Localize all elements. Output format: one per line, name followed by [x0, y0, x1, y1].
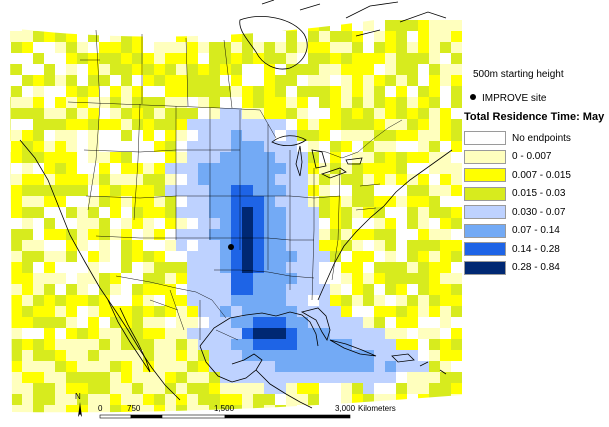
- scale-bar: 0 750 1,500 3,000 Kilometers: [98, 404, 396, 419]
- legend-label: 0.015 - 0.03: [512, 188, 566, 200]
- legend-item: 0.07 - 0.14: [464, 222, 571, 241]
- state-lines: [83, 103, 381, 301]
- legend-label: 0 - 0.007: [512, 151, 552, 163]
- legend-swatch: [464, 242, 506, 257]
- lake-huron: [311, 149, 327, 169]
- legend-label: 0.07 - 0.14: [512, 225, 560, 237]
- political-boundaries: [67, 29, 403, 341]
- map-canvas: N 0 750 1,500 3,000 Kilometers: [10, 0, 462, 419]
- legend-swatch: [464, 260, 506, 275]
- svg-text:N: N: [75, 392, 81, 401]
- lake-erie: [320, 167, 347, 179]
- us-canada-border: [67, 101, 403, 159]
- starting-height-note: 500m starting height: [473, 69, 564, 80]
- legend-label: No endpoints: [512, 132, 571, 144]
- legend-item: 0 - 0.007: [464, 148, 571, 167]
- legend-item: 0.28 - 0.84: [464, 259, 571, 278]
- hudson-bay: [239, 16, 308, 70]
- lake-michigan: [295, 145, 303, 177]
- residence-time-raster: [10, 20, 462, 413]
- lake-ontario: [345, 157, 363, 165]
- land-outlines: [19, 0, 453, 409]
- legend-swatch: [464, 186, 506, 201]
- site-dot-icon: [470, 94, 476, 100]
- legend-swatch: [464, 223, 506, 238]
- legend-item: 0.030 - 0.07: [464, 203, 571, 222]
- legend-label: 0.030 - 0.07: [512, 206, 566, 218]
- improve-site-marker: [228, 244, 234, 250]
- legend-swatch: [464, 149, 506, 164]
- mexico-state-lines: [149, 289, 239, 341]
- scale-tick-750: 750: [127, 404, 141, 413]
- baja-peninsula: [107, 299, 151, 373]
- us-mexico-border: [115, 275, 227, 319]
- florida: [300, 307, 331, 341]
- atlantic-coast: [317, 149, 453, 301]
- legend-swatch: [464, 205, 506, 220]
- legend-title: Total Residence Time: May: [464, 111, 605, 123]
- scale-tick-1500: 1,500: [214, 404, 235, 413]
- residence-time-map: N 0 750 1,500 3,000 Kilometers: [10, 0, 462, 419]
- legend-label: 0.007 - 0.015: [512, 169, 571, 181]
- scale-unit: Kilometers: [358, 404, 396, 413]
- legend-classes: No endpoints 0 - 0.007 0.007 - 0.015 0.0…: [464, 129, 571, 277]
- legend-label: 0.14 - 0.28: [512, 243, 560, 255]
- arctic-islands: [261, 0, 447, 37]
- legend-swatch: [464, 168, 506, 183]
- legend-item: 0.015 - 0.03: [464, 185, 571, 204]
- scale-tick-3000: 3,000: [335, 404, 356, 413]
- legend-site-row: IMPROVE site: [470, 93, 546, 104]
- legend-swatch: [464, 131, 506, 146]
- central-america: [255, 369, 313, 409]
- legend-site-label: IMPROVE site: [482, 93, 547, 104]
- caribbean-islands: [419, 361, 447, 375]
- cuba: [329, 339, 377, 357]
- gulf-coast: [199, 311, 319, 347]
- north-arrow: N: [75, 392, 82, 417]
- lake-superior: [271, 135, 307, 146]
- west-coast: [19, 139, 181, 401]
- hispaniola: [391, 353, 415, 363]
- scale-tick-0: 0: [98, 404, 103, 413]
- canada-province-lines: [80, 29, 233, 109]
- legend-label: 0.28 - 0.84: [512, 262, 560, 274]
- legend-item: 0.14 - 0.28: [464, 240, 571, 259]
- mexico-east-coast: [199, 345, 263, 383]
- legend-item: 0.007 - 0.015: [464, 166, 571, 185]
- map-legend: 500m starting height IMPROVE site Total …: [462, 0, 609, 427]
- legend-item: No endpoints: [464, 129, 571, 148]
